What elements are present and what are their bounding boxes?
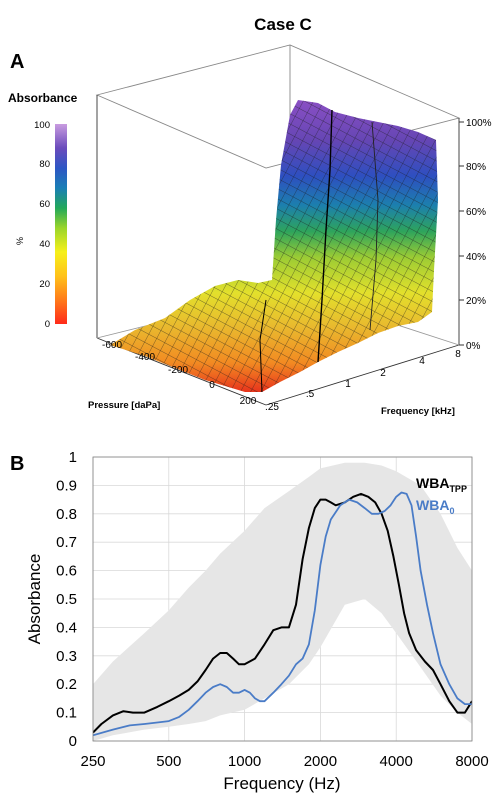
pressure-tick: -600 — [102, 340, 122, 351]
colorbar-tick: 40 — [39, 239, 50, 250]
right-axis-tick: 60% — [466, 207, 486, 218]
panel-b: B 0 0.1 0.2 0.3 0.4 0.5 0.6 0.7 0.8 0.9 1 250 500 10… — [10, 449, 489, 793]
series-line-wba-0 — [93, 491, 472, 737]
pressure-axis-label: Pressure [daPa] — [88, 400, 160, 411]
pressure-tick: 0 — [209, 380, 215, 391]
y-tick-label: 0.8 — [56, 506, 77, 523]
y-axis-ticks: 0 0.1 0.2 0.3 0.4 0.5 0.6 0.7 0.8 0.9 1 — [56, 449, 77, 750]
frequency-tick: .25 — [265, 402, 279, 413]
frequency-tick: 2 — [380, 368, 386, 379]
colorbar-ticks: 0 20 40 60 80 100 — [34, 120, 50, 330]
right-axis-tick: 0% — [466, 341, 481, 352]
x-tick-label: 2000 — [304, 753, 337, 770]
y-tick-label: 0.6 — [56, 563, 77, 580]
y-tick-label: 0.5 — [56, 591, 77, 608]
right-axis-tick: 20% — [466, 296, 486, 307]
x-tick-label: 8000 — [455, 753, 488, 770]
colorbar-title: Absorbance — [8, 91, 78, 105]
y-tick-label: 0.9 — [56, 477, 77, 494]
panel-a: A Absorbance 0 20 40 60 80 100 % — [8, 44, 492, 417]
box-frame — [95, 44, 461, 406]
right-axis-tick: 80% — [466, 162, 486, 173]
frequency-axis-label: Frequency [kHz] — [381, 406, 455, 417]
legend-entry: WBA0 — [416, 497, 454, 516]
series-line-wba-tpp — [93, 492, 472, 734]
y-tick-label: 0.2 — [56, 676, 77, 693]
panel-a-label: A — [10, 51, 24, 73]
legend: WBATPP WBA0 — [416, 475, 467, 516]
colorbar-tick: 0 — [45, 319, 50, 330]
colorbar-tick: 100 — [34, 120, 50, 131]
x-tick-label: 1000 — [228, 753, 261, 770]
normative-band — [93, 462, 472, 741]
colorbar — [55, 124, 67, 324]
y-tick-label: 1 — [69, 449, 77, 466]
colorbar-unit: % — [15, 237, 25, 245]
y-tick-label: 0.4 — [56, 619, 77, 636]
right-axis-ticks: 0% 20% 40% 60% 80% 100% — [459, 118, 492, 352]
right-axis-tick: 100% — [466, 118, 492, 129]
pressure-axis-ticks: -600 -400 -200 0 200 — [102, 340, 257, 407]
frequency-tick: .5 — [306, 389, 315, 400]
absorbance-surface — [110, 100, 438, 393]
y-tick-label: 0.1 — [56, 705, 77, 722]
pressure-tick: -400 — [135, 352, 155, 363]
x-tick-label: 500 — [156, 753, 181, 770]
x-tick-label: 250 — [80, 753, 105, 770]
y-tick-label: 0 — [69, 733, 77, 750]
colorbar-tick: 20 — [39, 279, 50, 290]
y-tick-label: 0.7 — [56, 534, 77, 551]
legend-entry: WBATPP — [416, 475, 467, 494]
colorbar-tick: 60 — [39, 199, 50, 210]
panel-b-label: B — [10, 453, 24, 475]
frequency-tick: 4 — [419, 356, 425, 367]
colorbar-tick: 80 — [39, 159, 50, 170]
x-axis-ticks: 250 500 1000 2000 4000 8000 — [80, 753, 488, 770]
right-axis-tick: 40% — [466, 252, 486, 263]
figure-title: Case C — [254, 15, 312, 34]
y-tick-label: 0.3 — [56, 648, 77, 665]
frequency-tick: 1 — [345, 379, 351, 390]
plot-frame — [92, 456, 473, 742]
y-axis-label: Absorbance — [25, 554, 44, 645]
x-axis-label: Frequency (Hz) — [223, 774, 340, 793]
pressure-tick: 200 — [240, 396, 257, 407]
pressure-tick: -200 — [168, 365, 188, 376]
x-tick-label: 4000 — [380, 753, 413, 770]
frequency-tick: 8 — [455, 349, 461, 360]
frequency-axis-ticks: .25 .5 1 2 4 8 — [265, 349, 461, 413]
